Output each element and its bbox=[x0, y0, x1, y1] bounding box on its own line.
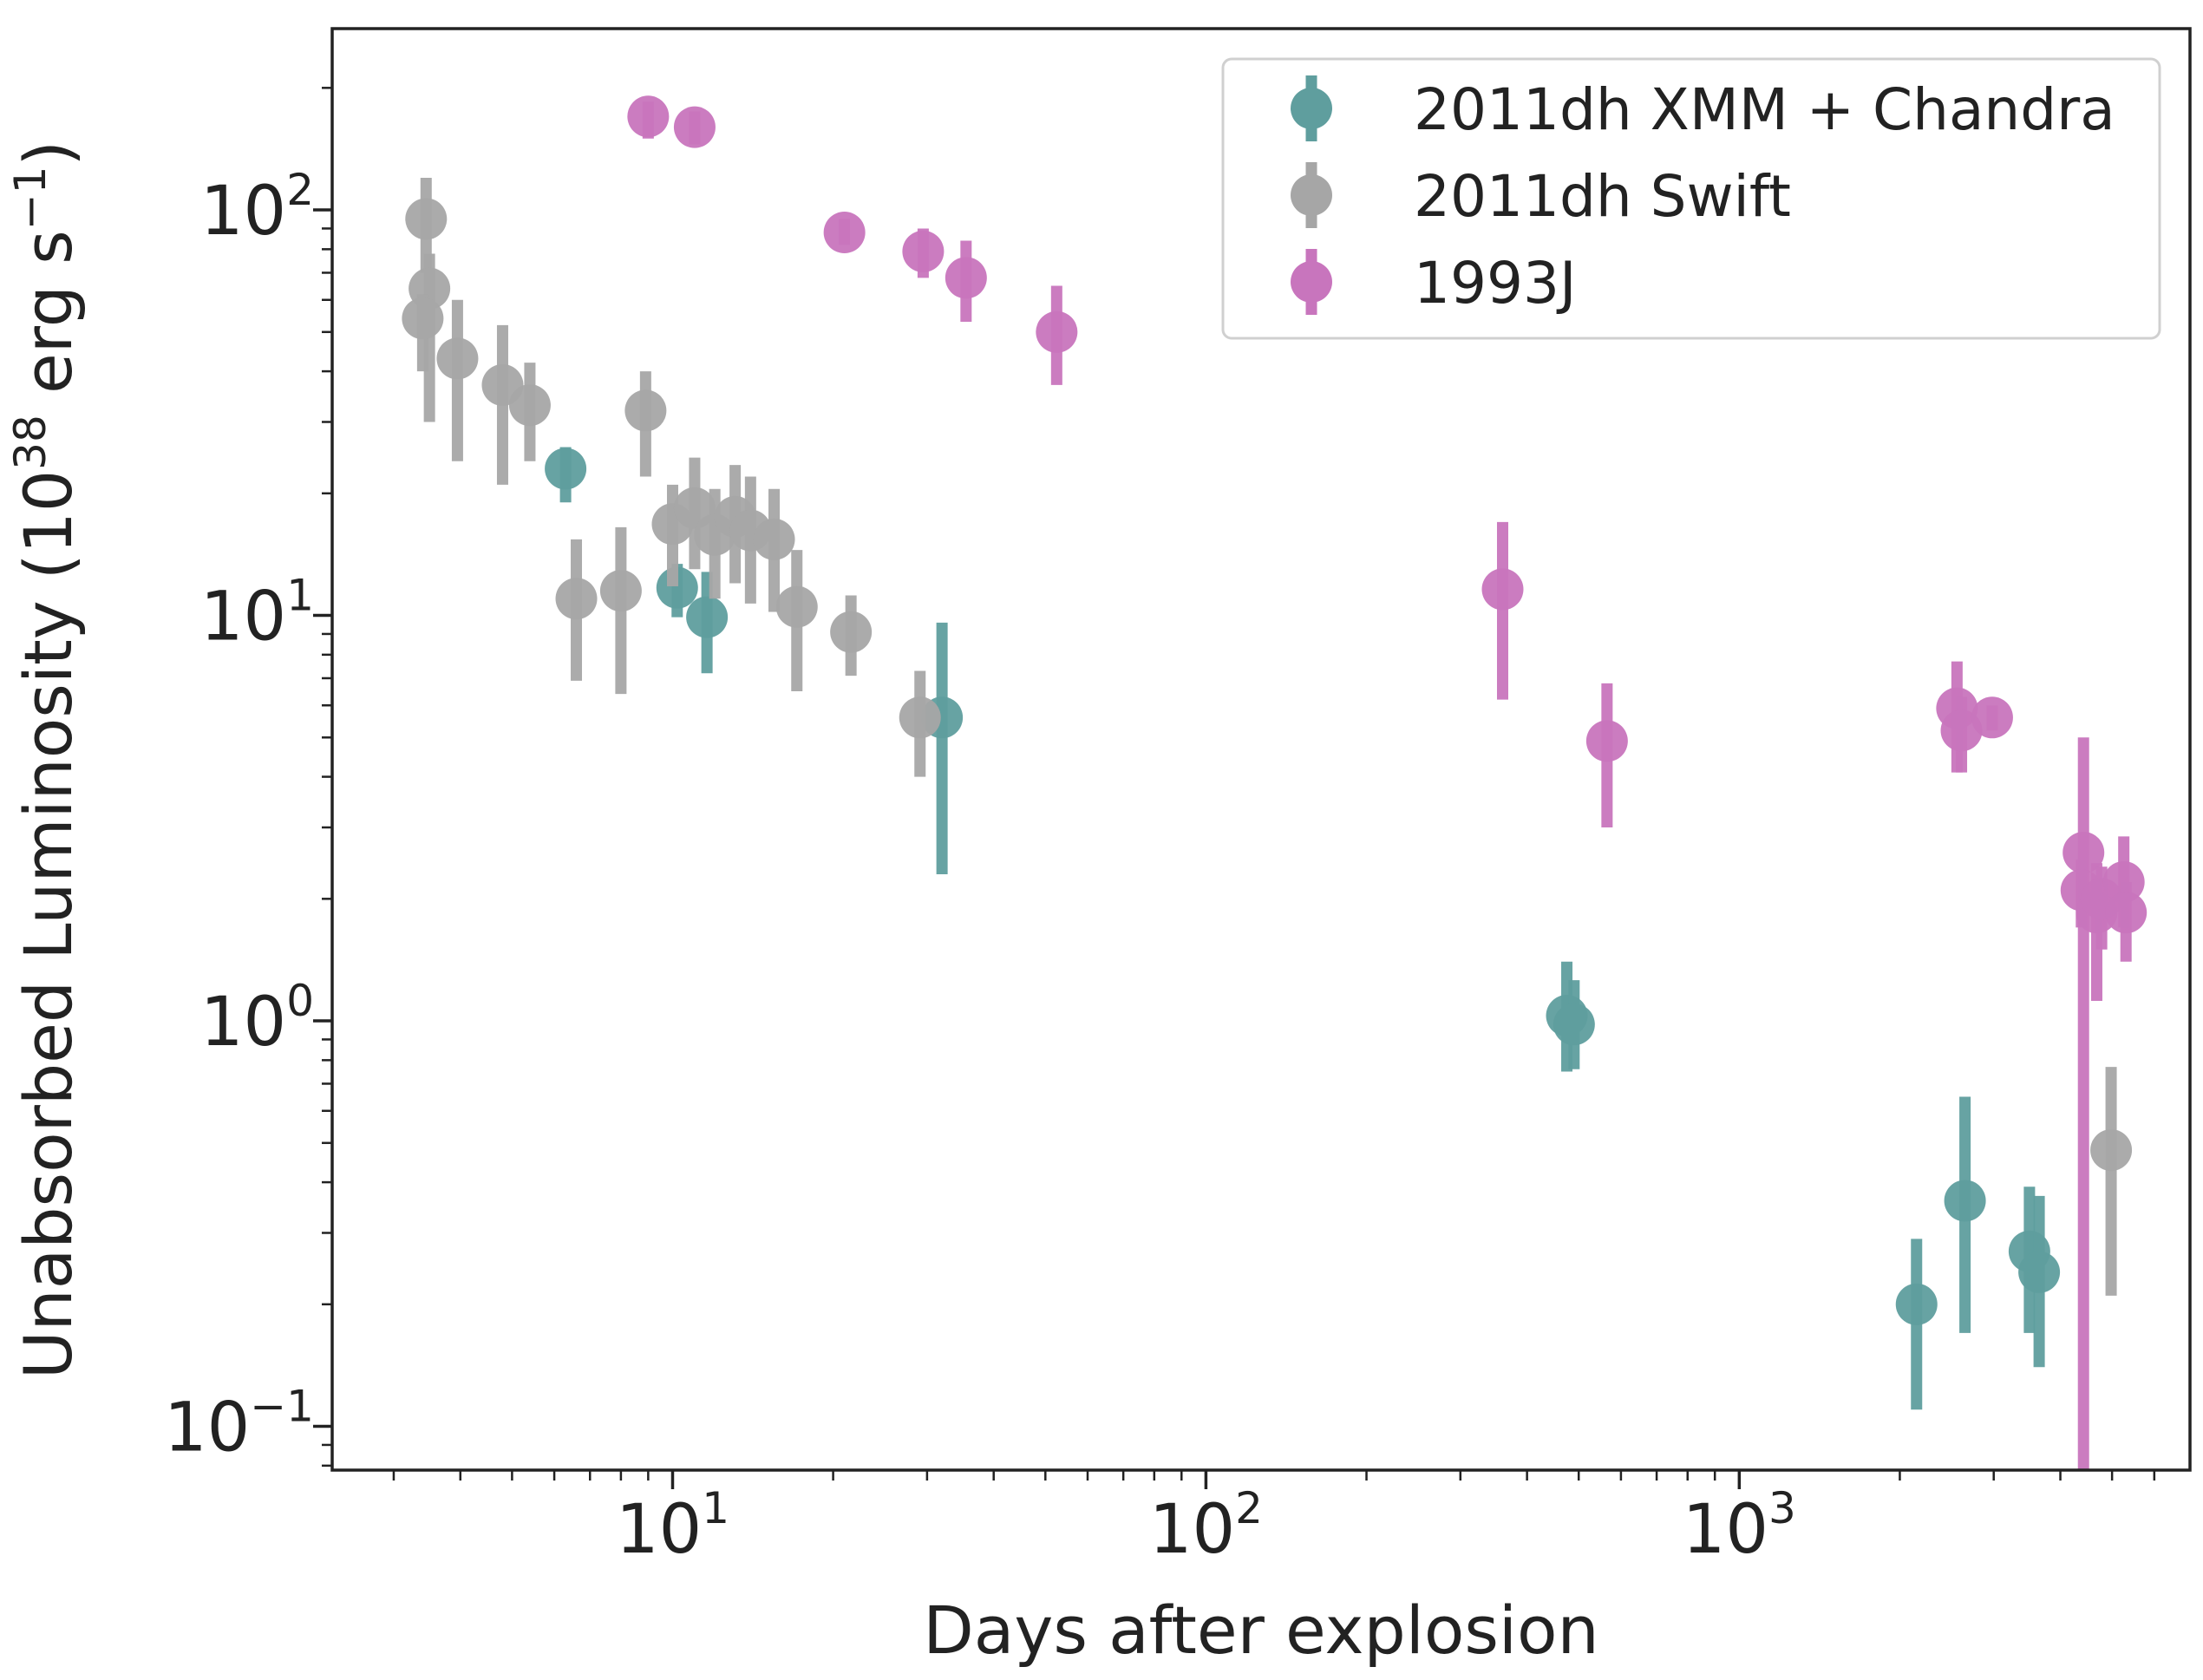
data-point bbox=[1036, 311, 1078, 353]
y-axis-label: Unabsorbed Luminosity (1038 erg s−1) bbox=[5, 141, 87, 1379]
data-point bbox=[1971, 696, 2013, 739]
x-tick-labels: 101 102 103 bbox=[616, 1483, 1796, 1569]
x-tick-base: 10 bbox=[1683, 1491, 1768, 1569]
data-point bbox=[599, 570, 642, 612]
legend-item: 1993J bbox=[1291, 249, 1576, 317]
legend: 2011dh XMM + Chandra 2011dh Swift 1993J bbox=[1221, 57, 2161, 340]
y-tick-base: 10 bbox=[164, 1389, 250, 1468]
data-point bbox=[405, 198, 448, 240]
data-point bbox=[2018, 1251, 2061, 1293]
data-point bbox=[436, 337, 479, 380]
legend-items: 2011dh XMM + Chandra 2011dh Swift 1993J bbox=[1291, 75, 2115, 317]
x-tick-label: 102 bbox=[1149, 1483, 1263, 1569]
y-tick-label: 10−1 bbox=[164, 1382, 314, 1468]
data-point bbox=[627, 95, 670, 138]
y-tick-base: 10 bbox=[200, 579, 286, 657]
data-point bbox=[545, 448, 587, 490]
data-point bbox=[2105, 892, 2147, 934]
minor-ticks bbox=[322, 87, 2156, 1481]
data-point bbox=[945, 257, 987, 299]
legend-item: 2011dh XMM + Chandra bbox=[1291, 75, 2115, 143]
data-point bbox=[555, 578, 598, 620]
data-point bbox=[402, 297, 444, 340]
x-tick-exp: 3 bbox=[1768, 1483, 1796, 1533]
plot-frame bbox=[330, 27, 2192, 1472]
data-point bbox=[673, 106, 716, 148]
legend-marker bbox=[1291, 261, 1332, 303]
data-point bbox=[902, 230, 945, 272]
y-axis-label-mid: erg s bbox=[10, 230, 87, 415]
y-tick-label: 101 bbox=[200, 571, 314, 657]
legend-marker bbox=[1291, 174, 1332, 216]
y-tick-label: 102 bbox=[200, 165, 314, 251]
x-tick-base: 10 bbox=[1149, 1491, 1235, 1569]
y-tick-base: 10 bbox=[200, 173, 286, 251]
data-point bbox=[1585, 720, 1628, 762]
data-point bbox=[899, 696, 941, 739]
legend-marker bbox=[1291, 88, 1332, 129]
data-point bbox=[656, 566, 698, 609]
y-tick-exp: −1 bbox=[250, 1382, 314, 1432]
data-point bbox=[1895, 1283, 1938, 1325]
y-tick-exp: 1 bbox=[286, 571, 314, 621]
y-axis-label-prefix: Unabsorbed Luminosity (10 bbox=[10, 470, 87, 1379]
y-axis-label-suffix: ) bbox=[10, 141, 87, 167]
x-tick-label: 103 bbox=[1683, 1483, 1796, 1569]
y-tick-exp: 2 bbox=[286, 165, 314, 215]
data-point bbox=[624, 389, 667, 432]
legend-item: 2011dh Swift bbox=[1291, 162, 1791, 230]
data-layer bbox=[402, 95, 2147, 1470]
legend-label: 2011dh Swift bbox=[1414, 163, 1791, 230]
data-point bbox=[823, 212, 866, 254]
data-point bbox=[753, 518, 795, 560]
x-tick-label: 101 bbox=[616, 1483, 729, 1569]
x-tick-exp: 1 bbox=[702, 1483, 729, 1533]
x-tick-base: 10 bbox=[616, 1491, 702, 1569]
data-point bbox=[830, 611, 873, 653]
y-tick-exp: 0 bbox=[286, 976, 314, 1026]
x-tick-exp: 2 bbox=[1235, 1483, 1263, 1533]
y-tick-label: 100 bbox=[200, 976, 314, 1062]
data-point bbox=[508, 384, 551, 427]
data-point bbox=[1481, 568, 1524, 611]
y-axis-label-exp: 38 bbox=[5, 415, 56, 470]
series-2 bbox=[627, 95, 2147, 1470]
data-point bbox=[1944, 1180, 1986, 1222]
series-1 bbox=[402, 178, 2133, 1296]
data-point bbox=[1553, 1003, 1595, 1046]
x-axis-label: Days after explosion bbox=[923, 1592, 1598, 1669]
legend-box bbox=[1221, 57, 2161, 340]
data-point bbox=[686, 596, 729, 638]
y-tick-base: 10 bbox=[200, 984, 286, 1062]
legend-label: 1993J bbox=[1414, 250, 1576, 317]
y-axis-label-exp2: −1 bbox=[5, 167, 56, 231]
legend-label: 2011dh XMM + Chandra bbox=[1414, 76, 2115, 143]
major-ticks bbox=[313, 208, 1742, 1489]
data-point bbox=[775, 585, 818, 628]
data-point bbox=[2062, 832, 2105, 874]
data-point bbox=[2090, 1129, 2133, 1172]
